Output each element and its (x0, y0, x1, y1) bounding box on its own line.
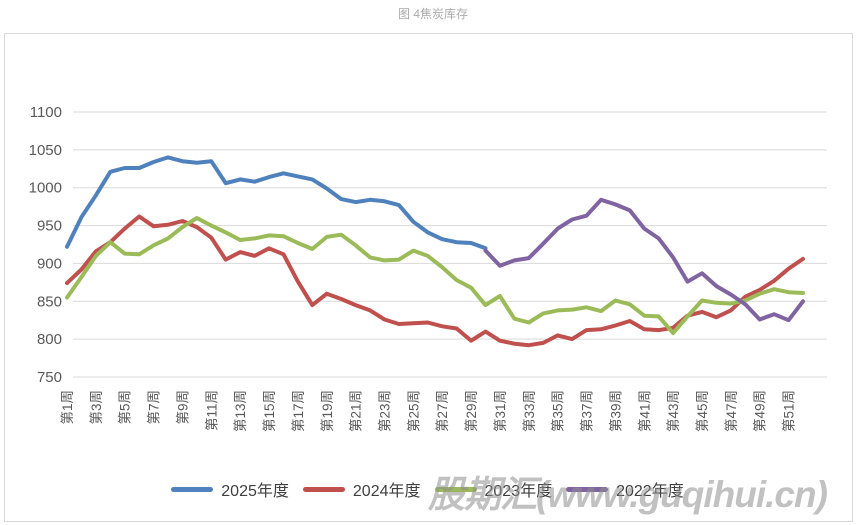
svg-text:1100: 1100 (30, 104, 62, 121)
svg-text:第23周: 第23周 (377, 390, 393, 432)
svg-text:第35周: 第35周 (550, 390, 566, 432)
svg-text:第41周: 第41周 (636, 390, 652, 432)
watermark-text: 股期汇(www.guqihui.cn) (428, 474, 828, 515)
svg-text:第21周: 第21周 (348, 390, 364, 432)
svg-text:第1周: 第1周 (59, 390, 75, 425)
svg-text:第43周: 第43周 (665, 390, 681, 432)
legend-label-2025: 2025年度 (221, 483, 289, 500)
legend-item-2023: 2023年度 (434, 477, 553, 501)
svg-text:第3周: 第3周 (88, 390, 104, 425)
chart-frame (4, 33, 853, 522)
svg-text:第17周: 第17周 (290, 390, 306, 432)
svg-text:第15周: 第15周 (261, 390, 277, 432)
svg-text:第5周: 第5周 (117, 390, 133, 425)
legend-label-2024: 2024年度 (352, 483, 421, 500)
svg-text:第25周: 第25周 (405, 390, 421, 432)
svg-text:第7周: 第7周 (146, 390, 162, 425)
svg-text:800: 800 (37, 331, 62, 348)
svg-text:900: 900 (37, 255, 62, 272)
legend-item-2024: 2024年度 (302, 477, 421, 501)
legend-line-swatch-2024 (302, 486, 345, 492)
svg-text:第33周: 第33周 (521, 390, 537, 432)
legend-line-swatch-2023 (434, 486, 477, 492)
svg-text:第11周: 第11周 (203, 390, 219, 431)
svg-text:第49周: 第49周 (752, 390, 768, 432)
svg-text:第51周: 第51周 (781, 390, 797, 432)
legend-line-swatch-2025 (171, 486, 214, 492)
svg-text:850: 850 (37, 293, 62, 310)
svg-text:750: 750 (37, 369, 62, 386)
svg-text:第27周: 第27周 (434, 390, 450, 432)
chart-legend: 2025年度 2024年度 2023年度 2022年度 (5, 477, 850, 501)
svg-text:第9周: 第9周 (175, 390, 191, 425)
svg-text:第29周: 第29周 (463, 390, 479, 432)
svg-text:第13周: 第13周 (232, 390, 248, 432)
svg-text:1000: 1000 (29, 180, 62, 197)
legend-line-swatch-2022 (566, 486, 609, 492)
svg-text:第37周: 第37周 (579, 390, 595, 432)
svg-text:第39周: 第39周 (607, 390, 623, 432)
legend-label-2023: 2023年度 (484, 483, 553, 500)
legend-item-2025: 2025年度 (171, 477, 289, 501)
chart-title: 图 4焦炭库存 (397, 7, 468, 21)
svg-text:950: 950 (37, 218, 62, 235)
legend-label-2022: 2022年度 (616, 483, 684, 500)
svg-text:第19周: 第19周 (319, 390, 335, 432)
svg-text:第47周: 第47周 (723, 390, 739, 432)
svg-text:1050: 1050 (29, 142, 62, 159)
svg-text:第45周: 第45周 (694, 390, 710, 432)
svg-text:第31周: 第31周 (492, 390, 508, 432)
legend-item-2022: 2022年度 (566, 477, 684, 501)
